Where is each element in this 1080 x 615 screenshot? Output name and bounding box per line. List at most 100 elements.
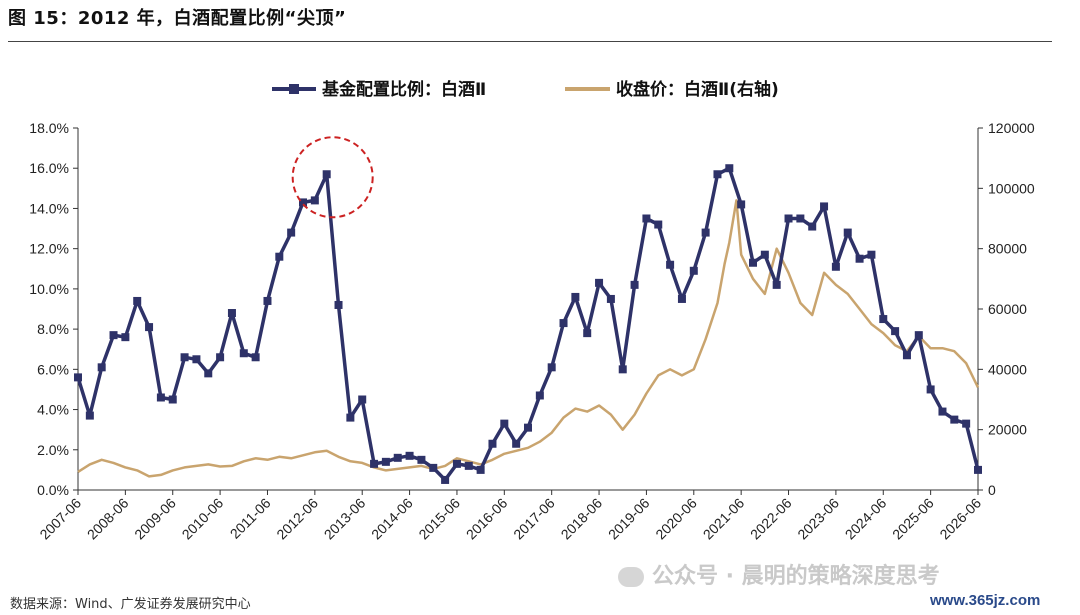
- x-tick-label: 2017-06: [510, 495, 558, 543]
- x-tick-label: 2025-06: [889, 495, 937, 543]
- y-right-tick-label: 100000: [988, 180, 1035, 196]
- allocation-point: [583, 329, 592, 338]
- allocation-point: [227, 309, 236, 318]
- allocation-point: [713, 170, 722, 179]
- allocation-point: [654, 220, 663, 229]
- allocation-point: [867, 250, 876, 259]
- x-tick-label: 2019-06: [605, 495, 653, 543]
- y-left-tick-label: 12.0%: [29, 241, 69, 257]
- allocation-point: [500, 419, 509, 428]
- site-badge: www.365jz.com: [930, 592, 1041, 609]
- allocation-point: [737, 200, 746, 209]
- legend-marker-allocation: [289, 84, 299, 94]
- allocation-point: [121, 333, 130, 342]
- allocation-point: [820, 202, 829, 211]
- allocation-point: [642, 214, 651, 223]
- x-tick-label: 2010-06: [179, 495, 227, 543]
- allocation-point: [168, 395, 177, 404]
- legend-label-allocation: 基金配置比例：白酒Ⅱ: [321, 79, 486, 100]
- watermark-text: 公众号 · 晨明的策略深度思考: [652, 564, 940, 589]
- x-tick-label: 2020-06: [652, 495, 700, 543]
- close-price-line: [77, 199, 980, 478]
- series-close-price: [77, 199, 980, 478]
- allocation-point: [156, 393, 165, 402]
- allocation-point: [452, 459, 461, 468]
- allocation-point: [879, 315, 888, 324]
- allocation-point: [772, 280, 781, 289]
- x-tick-label: 2016-06: [463, 495, 511, 543]
- allocation-point: [216, 353, 225, 362]
- allocation-point: [855, 254, 864, 263]
- allocation-point: [441, 475, 450, 484]
- allocation-point: [180, 353, 189, 362]
- allocation-point: [239, 349, 248, 358]
- allocation-point: [310, 196, 319, 205]
- allocation-point: [666, 260, 675, 269]
- allocation-line: [76, 166, 980, 482]
- x-tick-label: 2024-06: [842, 495, 890, 543]
- y-left-tick-label: 14.0%: [29, 200, 69, 216]
- x-tick-label: 2015-06: [415, 495, 463, 543]
- x-tick-label: 2009-06: [131, 495, 179, 543]
- allocation-point: [938, 407, 947, 416]
- x-tick-label: 2014-06: [368, 495, 416, 543]
- allocation-point: [85, 411, 94, 420]
- y-right-tick-label: 80000: [988, 241, 1027, 257]
- x-tick-label: 2007-06: [36, 495, 84, 543]
- x-tick-label: 2012-06: [273, 495, 321, 543]
- allocation-point: [464, 461, 473, 470]
- allocation-point: [488, 439, 497, 448]
- allocation-point: [287, 228, 296, 237]
- allocation-point: [559, 319, 568, 328]
- allocation-point: [133, 296, 142, 305]
- allocation-point: [524, 423, 532, 432]
- allocation-point: [902, 351, 911, 360]
- allocation-point: [192, 355, 201, 364]
- allocation-point: [689, 266, 698, 275]
- series-allocation: [74, 164, 982, 484]
- y-right-tick-label: 40000: [988, 361, 1027, 377]
- allocation-point: [796, 214, 805, 223]
- allocation-point: [275, 252, 284, 261]
- figure-title: 图 15：2012 年，白酒配置比例“尖顶”: [8, 8, 347, 29]
- y-right-tick-label: 20000: [988, 422, 1027, 438]
- allocation-point: [74, 373, 82, 382]
- allocation-point: [962, 419, 971, 428]
- allocation-point: [831, 262, 840, 271]
- allocation-point: [358, 395, 367, 404]
- y-left-tick-label: 16.0%: [29, 160, 69, 176]
- peak-annotation: [291, 136, 374, 219]
- allocation-point: [595, 278, 604, 287]
- y-right-tick-label: 60000: [988, 301, 1027, 317]
- allocation-point: [926, 385, 935, 394]
- legend-label-close-price: 收盘价：白酒Ⅱ(右轴): [616, 79, 779, 100]
- allocation-point: [630, 280, 639, 289]
- allocation-point: [974, 465, 982, 474]
- watermark: 公众号 · 晨明的策略深度思考: [618, 558, 940, 590]
- allocation-point: [914, 331, 923, 340]
- allocation-point: [322, 170, 331, 179]
- x-tick-label: 2021-06: [700, 495, 748, 543]
- allocation-point: [891, 327, 900, 336]
- allocation-point: [393, 453, 402, 462]
- x-tick-label: 2022-06: [747, 495, 795, 543]
- y-left-tick-label: 6.0%: [37, 361, 69, 377]
- allocation-point: [535, 391, 544, 400]
- allocation-point: [547, 363, 556, 372]
- chart-axes: 0.0% 2.0% 4.0% 6.0% 8.0% 10.0% 12.0% 14.0% 16.0%…: [29, 120, 1035, 542]
- allocation-point: [512, 439, 521, 448]
- allocation-point: [749, 258, 757, 267]
- allocation-point: [299, 198, 307, 207]
- allocation-point: [571, 292, 580, 301]
- allocation-point: [417, 455, 426, 464]
- allocation-point: [109, 331, 118, 340]
- allocation-point: [97, 363, 106, 372]
- allocation-point: [476, 465, 485, 474]
- allocation-point: [429, 463, 438, 472]
- allocation-point: [346, 413, 355, 422]
- allocation-point: [405, 451, 414, 460]
- allocation-point: [784, 214, 793, 223]
- allocation-point: [145, 323, 154, 332]
- x-tick-label: 2023-06: [794, 495, 842, 543]
